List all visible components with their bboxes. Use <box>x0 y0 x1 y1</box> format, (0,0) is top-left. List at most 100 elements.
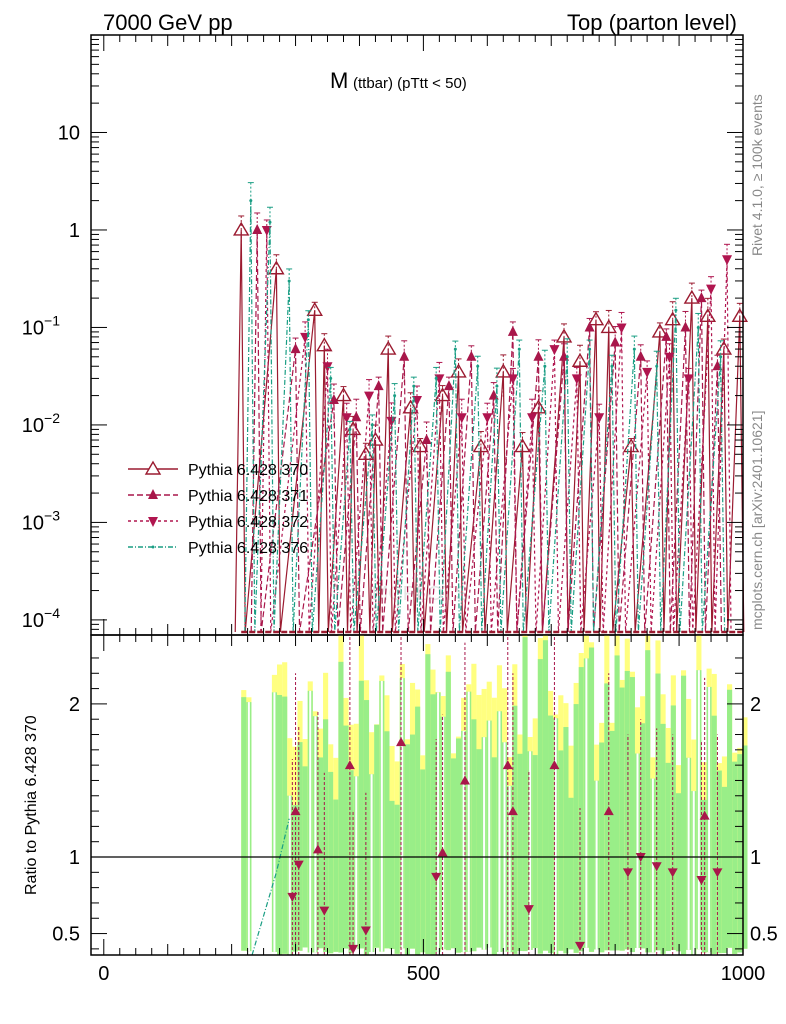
ratio-band-gap <box>529 751 532 950</box>
x-axis: 0 500 1000 <box>98 35 765 985</box>
data-point <box>527 413 538 424</box>
legend-entry-2: Pythia 6.428 371 <box>128 488 308 505</box>
legend-label: Pythia 6.428 372 <box>188 514 308 531</box>
ratio-point <box>437 847 448 857</box>
data-point <box>719 355 723 359</box>
x-tick-label: 1000 <box>721 963 766 985</box>
ratio-band-gap <box>442 716 445 950</box>
data-point <box>696 325 700 329</box>
ratio-point <box>312 844 323 854</box>
ratio-point <box>549 760 560 770</box>
legend-label: Pythia 6.428 370 <box>188 462 308 479</box>
ratio-series <box>251 635 723 956</box>
ratio-band-stat <box>532 755 538 949</box>
data-point <box>268 260 285 275</box>
ratio-band-gap <box>437 692 440 952</box>
data-point <box>722 255 733 266</box>
ratio-band-stat <box>430 694 436 955</box>
data-point <box>443 380 454 391</box>
ratio-band-stat <box>742 745 748 949</box>
data-point <box>249 199 253 203</box>
ratio-band-stat <box>737 754 743 953</box>
data-point <box>434 374 445 385</box>
ratio-band-stat <box>343 725 349 949</box>
ratio-band-stat <box>338 661 344 953</box>
data-point <box>664 352 675 363</box>
ratio-band-gap <box>467 691 470 952</box>
ratio-point <box>431 872 442 882</box>
data-point <box>482 413 493 424</box>
data-point <box>495 384 499 388</box>
ratio-band-stat <box>471 719 477 952</box>
ratio-band-stat <box>445 671 451 951</box>
legend-marker <box>151 545 155 549</box>
data-point <box>412 384 416 388</box>
ratio-point <box>667 868 678 878</box>
y-tick-label: 10−4 <box>22 605 60 632</box>
data-point <box>290 343 301 354</box>
ratio-band-gap <box>309 690 312 953</box>
ratio-point <box>523 905 534 915</box>
data-point <box>651 323 669 338</box>
ratio-tick-label-left: 2 <box>69 694 80 716</box>
ratio-band-stat <box>292 805 298 952</box>
ratio-band-stat <box>614 655 620 951</box>
ratio-tick-label-right: 2 <box>750 694 761 716</box>
data-point <box>610 364 614 368</box>
data-point <box>565 355 569 359</box>
data-point <box>329 376 333 380</box>
data-point <box>488 389 499 400</box>
data-point <box>411 438 429 453</box>
data-point <box>348 427 352 431</box>
legend: Pythia 6.428 370 Pythia 6.428 371 Pythia 6… <box>128 460 308 557</box>
ratio-band-stat <box>629 677 635 953</box>
ratio-band-gap <box>370 774 373 952</box>
ratio-band-gap <box>380 680 383 952</box>
data-point <box>706 284 717 295</box>
ratio-point <box>459 775 470 785</box>
ratio-band-gap <box>462 730 465 953</box>
data-point <box>495 363 512 378</box>
data-point <box>514 438 531 453</box>
data-point <box>642 367 653 378</box>
data-point <box>380 340 397 355</box>
legend-marker <box>148 517 158 527</box>
data-point <box>261 225 272 236</box>
data-point <box>559 350 570 361</box>
ratio-band-stat <box>363 700 370 955</box>
ratio-frame <box>90 634 744 956</box>
data-point <box>453 347 457 351</box>
ratio-point <box>575 941 585 951</box>
ratio-band-stat <box>455 738 462 953</box>
ratio-band-gap <box>508 785 511 953</box>
ratio-band-stat <box>420 769 426 953</box>
ratio-tick-label-left: 0.5 <box>52 924 80 946</box>
ratio-band-gap <box>585 658 588 948</box>
ratio-point <box>651 862 662 872</box>
ratio-point <box>502 760 513 770</box>
ratio-plot-panel: 0.5 0.5 1 1 2 2 0 500 1000 <box>52 35 778 985</box>
ratio-band-stat <box>323 719 329 952</box>
ratio-band-stat <box>573 704 579 953</box>
ratio-band-stat <box>624 670 630 950</box>
data-point <box>555 328 573 343</box>
ratio-point <box>344 760 355 770</box>
ratio-band-stat <box>512 705 518 954</box>
data-point <box>571 374 582 385</box>
ratio-band-gap <box>488 720 491 948</box>
ratio-band-stat <box>563 727 569 954</box>
data-point <box>594 413 605 424</box>
ratio-band-stat <box>450 758 456 949</box>
ratio-point <box>396 737 407 747</box>
data-point <box>322 362 333 373</box>
ratio-band-stat <box>588 647 595 952</box>
data-point <box>456 413 467 424</box>
ratio-band-gap <box>273 692 276 952</box>
legend-entry-3: Pythia 6.428 372 <box>128 514 308 531</box>
series-3 <box>260 219 733 633</box>
legend-label: Pythia 6.428 371 <box>188 488 308 505</box>
ratio-band-stat <box>680 675 687 955</box>
ratio-band-stat <box>297 742 303 951</box>
ratio-band-stat <box>415 706 421 955</box>
ratio-band-gap <box>498 711 501 953</box>
